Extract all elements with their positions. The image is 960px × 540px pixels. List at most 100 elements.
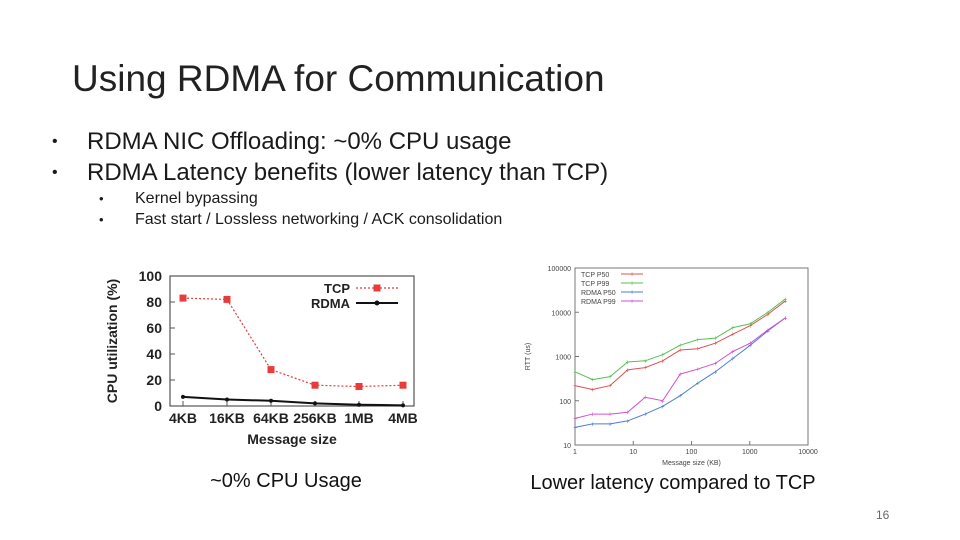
sub-bullet-marker: •: [99, 212, 104, 227]
data-point: +: [713, 341, 717, 348]
data-point: +: [608, 421, 612, 428]
data-point: +: [626, 360, 630, 367]
plot-frame: [169, 275, 415, 407]
y-tick-label: 100: [559, 399, 571, 406]
data-point: +: [748, 341, 752, 348]
legend-marker: +: [630, 281, 634, 288]
data-point: +: [731, 325, 735, 332]
x-tick-label: 10: [629, 449, 637, 456]
left-chart-caption: ~0% CPU Usage: [210, 470, 362, 492]
legend-marker: +: [630, 290, 634, 297]
tcp-data-point: [399, 381, 407, 389]
data-point: +: [783, 315, 787, 322]
sub-bullet-text: Fast start / Lossless networking / ACK c…: [135, 211, 503, 228]
data-point: +: [696, 367, 700, 374]
legend-label: TCP P99: [581, 281, 609, 288]
data-point: +: [783, 315, 787, 322]
bullet-marker: •: [52, 133, 58, 150]
data-point: +: [573, 425, 577, 432]
y-tick-label: 10000: [552, 310, 572, 317]
data-point: +: [678, 372, 682, 379]
x-tick-label: 16KB: [209, 410, 245, 426]
rdma-data-point: [269, 398, 273, 403]
data-point: +: [731, 356, 735, 363]
tcp-data-point: [355, 383, 363, 390]
legend-marker: [373, 284, 381, 292]
data-point: +: [573, 383, 577, 390]
legend-marker: [374, 300, 380, 306]
data-point: +: [590, 412, 594, 419]
rdma-data-point: [357, 402, 361, 407]
legend-marker: +: [630, 299, 634, 306]
data-point: +: [696, 381, 700, 388]
data-point: +: [626, 410, 630, 417]
bullet-marker: •: [52, 164, 58, 181]
data-point: +: [678, 343, 682, 350]
data-point: +: [696, 337, 700, 344]
slide-title: Using RDMA for Communication: [72, 58, 605, 99]
rdma-data-point: [225, 397, 229, 402]
data-point: +: [661, 352, 665, 359]
series-line-tcp: [182, 297, 404, 388]
series-line-rdma: [182, 395, 404, 407]
y-tick-label: 1000: [555, 355, 571, 362]
sub-bullet-marker: •: [99, 191, 104, 206]
legend-label: RDMA P50: [581, 290, 616, 297]
x-tick-label: 100: [686, 449, 698, 456]
x-axis-label: Message size (KB): [662, 460, 721, 467]
data-point: +: [748, 323, 752, 330]
data-point: +: [783, 296, 787, 303]
data-point: +: [643, 412, 647, 419]
y-tick-label: 100000: [548, 266, 571, 273]
series-line: [574, 298, 786, 381]
sub-bullet-text: Kernel bypassing: [135, 190, 258, 207]
data-point: +: [643, 395, 647, 402]
data-point: +: [731, 332, 735, 339]
x-tick-label: 256KB: [293, 410, 337, 426]
tcp-data-point: [311, 381, 319, 389]
data-point: +: [626, 367, 630, 374]
data-point: +: [766, 310, 770, 317]
data-point: +: [678, 348, 682, 355]
data-point: +: [713, 336, 717, 343]
tcp-data-point: [223, 295, 231, 303]
series-line: [574, 317, 786, 419]
legend-label: TCP: [324, 281, 350, 296]
legend-marker: +: [630, 272, 634, 279]
x-tick-label: 64KB: [253, 410, 289, 426]
y-tick-label: 20: [146, 372, 162, 388]
y-tick-label: 10: [563, 443, 571, 450]
y-axis-label: CPU utilization (%): [104, 279, 120, 403]
legend-label: RDMA: [311, 296, 351, 311]
y-tick-label: 60: [146, 320, 162, 336]
data-point: +: [731, 349, 735, 356]
data-point: +: [766, 312, 770, 319]
data-point: +: [643, 358, 647, 365]
x-tick-label: 1: [573, 449, 577, 456]
data-point: +: [661, 358, 665, 365]
data-point: +: [608, 374, 612, 381]
sub-bullet-item: • Kernel bypassing: [52, 188, 608, 209]
bullet-item: • RDMA NIC Offloading: ~0% CPU usage: [52, 126, 608, 157]
y-tick-label: 0: [154, 398, 162, 414]
rdma-data-point: [181, 394, 185, 399]
data-point: +: [713, 369, 717, 376]
data-point: +: [590, 377, 594, 384]
data-point: +: [608, 412, 612, 419]
x-tick-label: 4MB: [388, 410, 418, 426]
data-point: +: [573, 369, 577, 376]
y-axis-label: RTT (us): [525, 343, 532, 370]
data-point: +: [766, 328, 770, 335]
bullet-text: RDMA Latency benefits (lower latency tha…: [87, 159, 609, 186]
x-tick-label: 10000: [798, 449, 818, 456]
data-point: +: [748, 343, 752, 350]
y-tick-label: 80: [146, 294, 162, 310]
data-point: +: [783, 298, 787, 305]
data-point: +: [661, 404, 665, 411]
bullet-list: • RDMA NIC Offloading: ~0% CPU usage • R…: [52, 126, 608, 230]
data-point: +: [661, 398, 665, 405]
x-tick-label: 1MB: [344, 410, 374, 426]
data-point: +: [748, 321, 752, 328]
sub-bullet-item: • Fast start / Lossless networking / ACK…: [52, 209, 608, 230]
bullet-text: RDMA NIC Offloading: ~0% CPU usage: [87, 128, 512, 155]
